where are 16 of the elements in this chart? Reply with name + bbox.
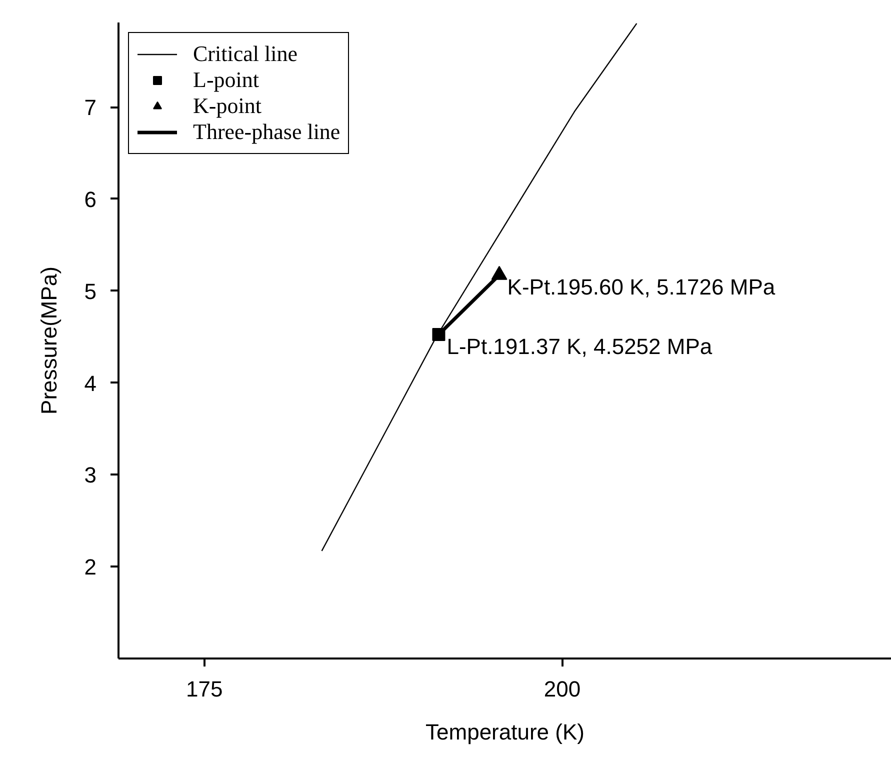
legend-label: L-point <box>193 67 259 93</box>
annotation: L-Pt.191.37 K, 4.5252 MPa <box>446 334 713 360</box>
x-axis-title: Temperature (K) <box>426 720 584 744</box>
legend-label: Critical line <box>193 41 298 67</box>
y-tick-label: 4 <box>84 370 97 396</box>
y-tick-label: 7 <box>84 95 97 120</box>
y-tick-label: 6 <box>84 186 97 212</box>
x-tick-label: 175 <box>186 676 223 702</box>
y-tick-label: 2 <box>84 554 97 580</box>
annotation: K-Pt.195.60 K, 5.1726 MPa <box>507 274 776 300</box>
legend-label: K-point <box>193 93 262 119</box>
x-tick-label: 200 <box>544 676 581 702</box>
y-axis-title: Pressure(MPa) <box>36 266 62 414</box>
y-tick-label: 5 <box>84 278 97 304</box>
y-tick-label: 3 <box>84 462 97 488</box>
legend-label: Three-phase line <box>193 119 340 145</box>
